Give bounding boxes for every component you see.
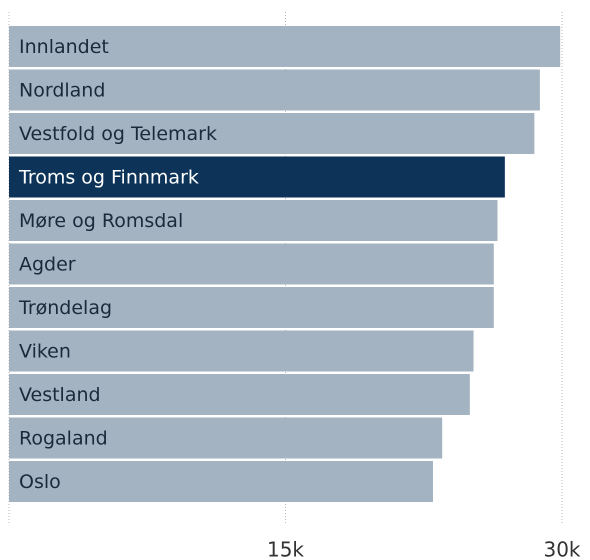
bar: [9, 69, 540, 111]
category-label: Rogaland: [19, 428, 108, 450]
bar: [9, 374, 470, 415]
category-label: Troms og Finnmark: [18, 167, 199, 189]
category-label: Oslo: [19, 471, 61, 493]
bar: [9, 200, 498, 241]
x-tick-label: 30k: [543, 538, 580, 560]
bar: [9, 243, 494, 285]
category-label: Vestland: [19, 384, 101, 406]
category-label: Innlandet: [19, 36, 109, 58]
bar: [9, 156, 505, 198]
bar: [9, 113, 535, 154]
category-label: Nordland: [19, 80, 105, 102]
bar: [9, 461, 433, 502]
category-label: Vestfold og Telemark: [19, 123, 217, 145]
category-label: Møre og Romsdal: [19, 210, 183, 232]
category-label: Trøndelag: [18, 297, 112, 319]
x-tick-label: 15k: [267, 538, 304, 560]
bar: [9, 417, 443, 459]
category-label: Agder: [19, 254, 76, 276]
category-label: Viken: [19, 341, 71, 363]
bar: [9, 330, 474, 372]
bar: [9, 287, 494, 328]
bar: [9, 26, 561, 67]
